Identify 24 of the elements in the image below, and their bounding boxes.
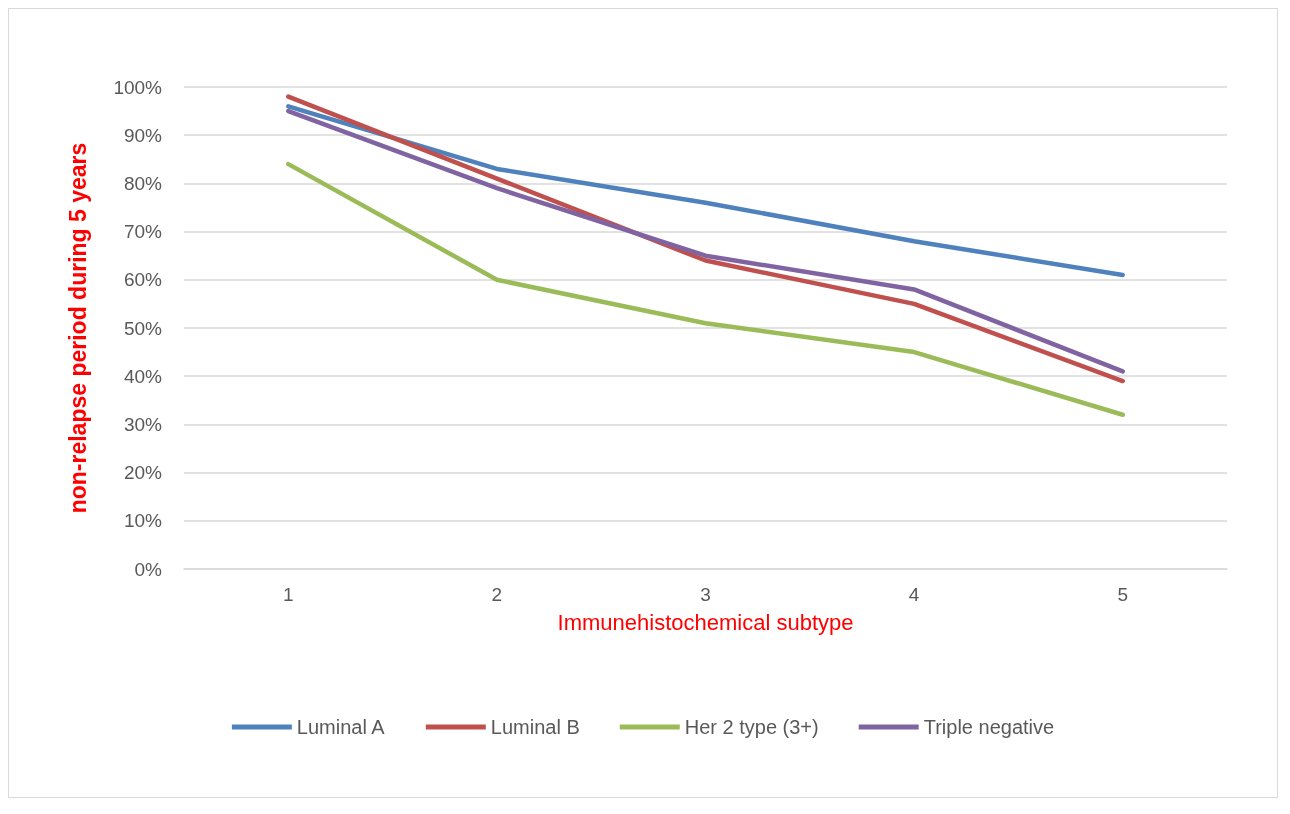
y-tick-label: 10% <box>123 510 163 532</box>
y-tick-label: 60% <box>123 269 163 291</box>
y-tick-label: 40% <box>123 365 163 387</box>
legend-label: Her 2 type (3+) <box>684 716 819 738</box>
y-tick-label: 100% <box>113 76 163 98</box>
x-tick-label: 2 <box>491 584 503 605</box>
legend-label: Triple negative <box>923 716 1055 738</box>
y-tick-label: 80% <box>123 172 163 194</box>
y-tick-label: 0% <box>134 558 163 580</box>
x-tick-label: 3 <box>700 584 711 605</box>
x-axis-title: Immunehistochemical subtype <box>557 609 854 635</box>
line-series <box>286 104 1125 278</box>
legend-label: Luminal A <box>296 716 386 738</box>
line-series <box>286 161 1125 418</box>
legend-label: Luminal B <box>490 716 580 738</box>
y-axis-title: non-relapse period during 5 years <box>64 142 91 514</box>
x-tick-label: 1 <box>283 584 294 605</box>
y-tick-label: 90% <box>123 124 163 146</box>
x-tick-label: 4 <box>908 584 920 605</box>
y-tick-label: 20% <box>123 462 163 484</box>
y-tick-label: 30% <box>123 413 163 435</box>
y-tick-label: 50% <box>123 317 163 339</box>
y-tick-label: 70% <box>123 221 163 243</box>
x-tick-label: 5 <box>1117 584 1128 605</box>
